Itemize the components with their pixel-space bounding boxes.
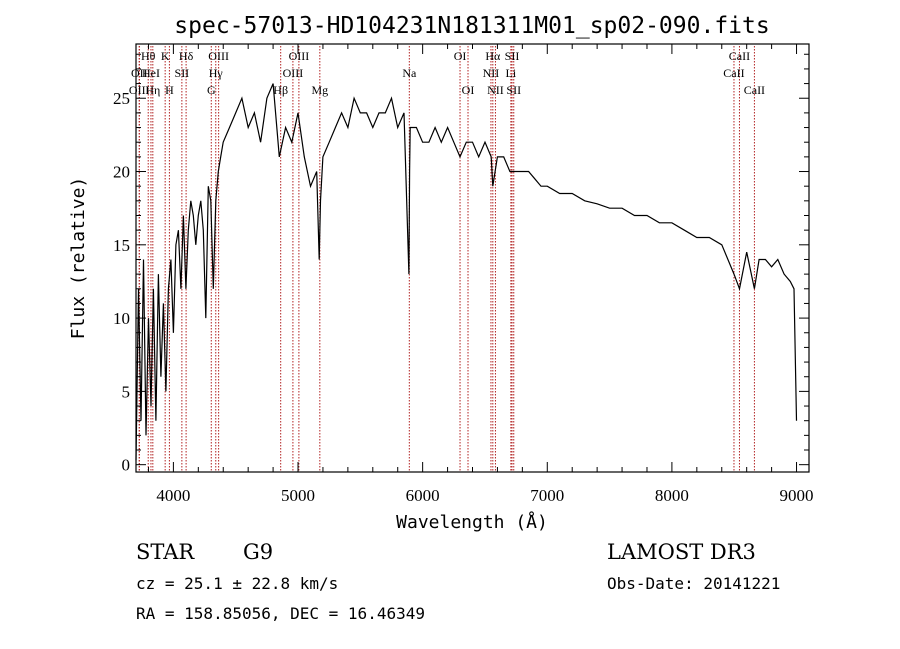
line-marker-label: CaII [744,83,765,97]
y-axis: 0 5 10 15 20 25 [113,53,809,475]
x-axis-label: Wavelength (Å) [396,511,548,533]
redshift-velocity: cz = 25.1 ± 22.8 km/s [136,574,339,593]
plot-frame [135,43,810,473]
line-marker-label: OIII [283,66,304,80]
line-marker-label: Hα [485,49,501,63]
line-marker-label: HeI [142,66,160,80]
survey-name: LAMOST DR3 [607,540,756,564]
line-marker-label: NII [487,83,504,97]
line-marker-label: H [165,83,174,97]
line-marker-label: OII [131,66,148,80]
coordinates: RA = 158.85056, DEC = 16.46349 [136,604,425,623]
y-tick-label: 25 [113,89,130,108]
object-subclass: G9 [243,540,274,564]
spectrum-line [135,83,798,461]
line-marker-label: Hδ [179,49,194,63]
line-marker-label: SII [175,66,190,80]
y-tick-label: 15 [113,236,130,255]
line-marker-label: Hβ [273,83,288,97]
y-tick-label: 10 [113,309,130,328]
x-axis: 4000 5000 6000 7000 8000 9000 [147,44,814,505]
x-tick-label: 7000 [530,486,564,505]
line-marker-label: SII [506,83,521,97]
line-marker-label: Hθ [141,49,156,63]
line-marker-label: OI [454,49,467,63]
line-marker-label: Na [402,66,417,80]
line-marker-label: Hη [145,83,160,97]
x-tick-label: 4000 [156,486,190,505]
line-marker-label: OIII [289,49,310,63]
line-marker-label: K [161,49,170,63]
line-marker-label: Hγ [209,66,224,80]
x-tick-label: 6000 [406,486,440,505]
line-marker-label: CaII [723,66,744,80]
line-marker-label: OIII [208,49,229,63]
line-marker-label: G [207,83,216,97]
y-tick-label: 20 [113,163,130,182]
line-marker-label: SII [505,49,520,63]
spectrum-chart: spec-57013-HD104231N181311M01_sp02-090.f… [68,13,814,533]
y-tick-label: 0 [122,456,131,475]
y-tick-label: 5 [122,382,131,401]
obs-date: Obs-Date: 20141221 [607,574,781,593]
y-axis-label: Flux (relative) [68,177,89,340]
line-marker-label: NII [483,66,500,80]
line-marker-label: OIII [129,83,150,97]
line-marker-label: Mg [311,83,328,97]
object-class: STAR [136,540,195,564]
line-markers [138,46,755,472]
line-marker-label: Li [506,66,517,80]
line-marker-label: CaII [729,49,750,63]
x-tick-label: 9000 [780,486,814,505]
line-marker-label: OI [462,83,475,97]
x-tick-label: 5000 [281,486,315,505]
x-tick-label: 8000 [655,486,689,505]
chart-title: spec-57013-HD104231N181311M01_sp02-090.f… [174,13,769,39]
